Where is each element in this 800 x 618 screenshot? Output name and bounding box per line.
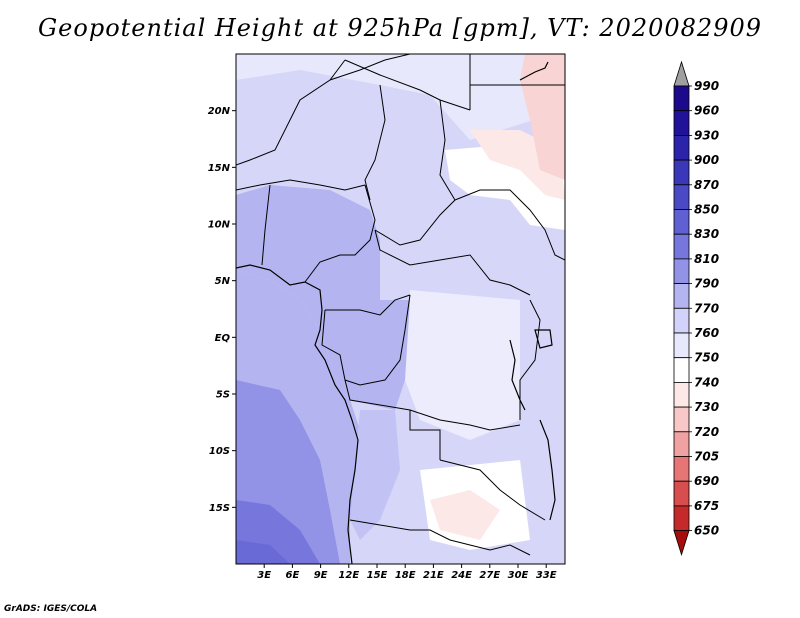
colorbar-swatch <box>673 381 690 408</box>
colorbar-label: 870 <box>694 178 719 192</box>
lake-victoria <box>534 329 553 349</box>
map-frame <box>235 53 566 565</box>
latitude-axis: 20N 15N 10N 5N EQ 5S 10S 15S <box>208 106 236 514</box>
grads-credit: GrADS: IGES/COLA <box>4 604 98 614</box>
colorbar-label: 790 <box>694 277 719 291</box>
colorbar-swatch <box>673 233 690 260</box>
lake-malawi <box>539 419 556 521</box>
border-zambia-zimbabwe <box>469 544 531 556</box>
map-title: Geopotential Height at 925hPa [gpm], VT:… <box>38 14 762 42</box>
border-gabon <box>321 309 346 381</box>
colorbar-swatch <box>673 480 690 507</box>
colorbar-swatch <box>673 209 690 235</box>
colorbar-label: 705 <box>694 450 719 464</box>
red-sea-coast <box>519 61 549 81</box>
colorbar-label: 760 <box>694 326 719 340</box>
border-angola-namibia <box>349 519 471 546</box>
lon-tick-label: 15E <box>367 570 388 581</box>
colorbar-label: 990 <box>694 79 719 93</box>
colorbar-swatch <box>673 456 690 482</box>
colorbar-swatch <box>673 283 690 309</box>
colorbar-swatch <box>673 184 690 210</box>
field-790-gulf <box>236 185 410 410</box>
colorbar-swatch <box>673 110 690 136</box>
border-benin-nigeria <box>261 184 271 266</box>
west-coast <box>236 264 359 564</box>
lat-tick-label: 15N <box>208 163 231 174</box>
lat-tick-label: 10N <box>208 220 231 231</box>
field-850 <box>236 540 290 564</box>
border-congo-drc <box>344 294 411 386</box>
lon-tick-label: 6E <box>286 570 300 581</box>
lon-tick-label: 27E <box>479 570 500 581</box>
colorbar-label: 900 <box>694 153 719 167</box>
lat-tick-label: 20N <box>208 106 231 117</box>
colorbar-bottom-arrow <box>673 530 690 556</box>
colorbar-label: 930 <box>694 128 719 142</box>
lake-tanganyika <box>509 339 526 411</box>
border-congo-north <box>325 294 411 316</box>
border-drc-zambia <box>439 459 546 521</box>
colorbar-label: 770 <box>694 301 719 315</box>
lon-tick-label: 9E <box>314 570 328 581</box>
colorbar-label: 810 <box>694 252 719 266</box>
field-790-angola <box>350 410 400 540</box>
geopotential-field <box>236 54 565 564</box>
colorbar-label: 750 <box>694 351 719 365</box>
colorbar-swatch <box>673 307 690 334</box>
colorbar-label: 675 <box>694 499 719 513</box>
lon-tick-label: 12E <box>338 570 359 581</box>
border-east-drc <box>519 299 541 420</box>
border-niger-libya <box>344 59 471 111</box>
border-niger-chad <box>364 84 386 201</box>
longitude-axis: 3E 6E 9E 12E 15E 18E 21E 24E 27E 30E 33E <box>257 564 557 581</box>
colorbar-top-arrow <box>673 60 690 87</box>
lat-tick-label: 5N <box>215 276 231 287</box>
border-algeria-niger <box>329 54 411 81</box>
border-sahel <box>236 179 366 191</box>
colorbar-label: 960 <box>694 104 719 118</box>
lon-tick-label: 21E <box>423 570 444 581</box>
colorbar-label: 650 <box>694 524 719 538</box>
colorbar-swatch <box>673 431 690 457</box>
lon-tick-label: 18E <box>395 570 416 581</box>
lon-tick-label: 24E <box>451 570 472 581</box>
border-angola-drc-2 <box>409 410 441 460</box>
field-760-north <box>236 54 565 140</box>
colorbar-label: 740 <box>694 375 719 389</box>
field-congo-basin <box>405 290 520 440</box>
colorbar-swatch <box>673 134 690 161</box>
colorbar-label: 830 <box>694 227 719 241</box>
colorbar-swatch <box>673 159 690 186</box>
lon-tick-label: 33E <box>536 570 557 581</box>
lat-tick-label: 5S <box>216 390 230 401</box>
border-car-south <box>374 229 531 296</box>
colorbar-swatch <box>673 505 690 531</box>
colorbar-swatch <box>673 85 690 112</box>
colorbar: 990 960 930 900 870 850 830 810 790 770 760 750 740 7… <box>673 60 719 556</box>
border-nigeria-cameroon <box>304 184 376 283</box>
colorbar-swatch <box>673 406 690 433</box>
colorbar-label: 690 <box>694 474 719 488</box>
border-chad-sudan <box>374 99 456 246</box>
lat-tick-label: 10S <box>209 446 230 457</box>
lat-tick-label: EQ <box>215 333 231 344</box>
lon-tick-label: 30E <box>508 570 529 581</box>
field-750-south <box>430 490 500 540</box>
border-sudan-south <box>454 189 565 261</box>
colorbar-label: 730 <box>694 400 719 414</box>
colorbar-swatch <box>673 332 690 359</box>
coastline <box>236 61 556 564</box>
colorbar-label: 850 <box>694 203 719 217</box>
colorbar-swatch <box>673 258 690 284</box>
lon-tick-label: 3E <box>257 570 271 581</box>
colorbar-swatch <box>673 357 690 383</box>
country-borders <box>236 54 565 556</box>
colorbar-label: 720 <box>694 425 719 439</box>
lat-tick-label: 15S <box>209 503 230 514</box>
border-drc-angola <box>344 379 521 431</box>
